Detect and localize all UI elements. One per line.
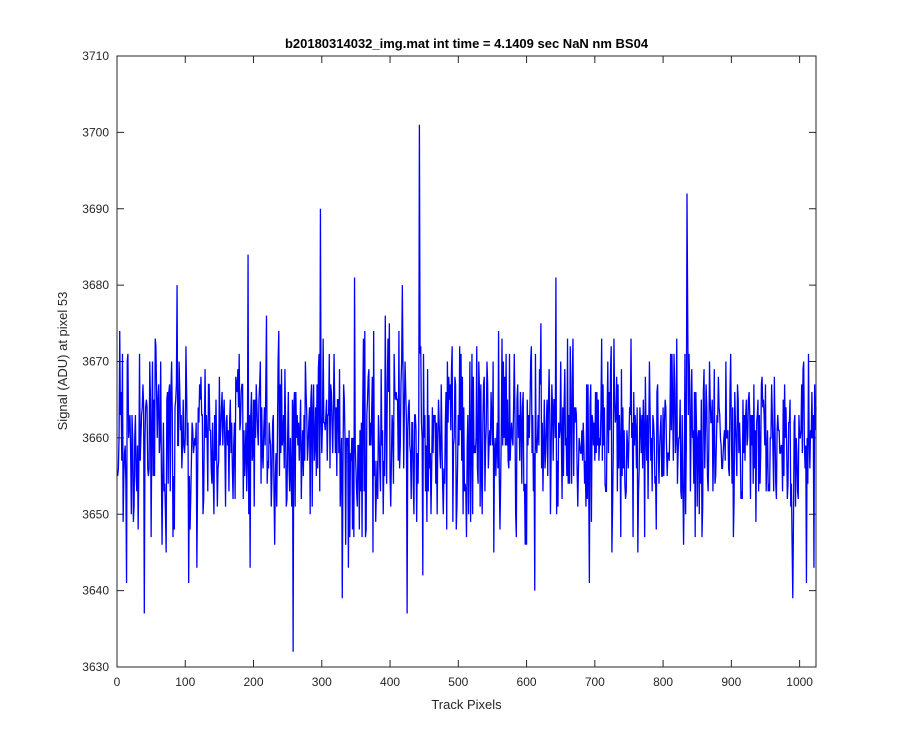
x-axis-ticks: 0 100 200 300 400 500 600 700 800 900 1000: [114, 56, 813, 689]
x-tick-label: 400: [380, 675, 400, 689]
x-axis-label: Track Pixels: [431, 697, 502, 712]
y-tick-label: 3660: [82, 431, 109, 445]
x-tick-label: 800: [653, 675, 673, 689]
plot-background: [117, 56, 816, 667]
x-tick-label: 900: [721, 675, 741, 689]
x-tick-label: 100: [175, 675, 195, 689]
y-tick-label: 3640: [82, 584, 109, 598]
y-tick-label: 3680: [82, 278, 109, 292]
x-tick-label: 300: [312, 675, 332, 689]
y-tick-label: 3670: [82, 355, 109, 369]
series-line: [117, 124, 817, 652]
y-tick-label: 3650: [82, 507, 109, 521]
x-tick-label: 0: [114, 675, 121, 689]
y-tick-label: 3710: [82, 49, 109, 63]
y-tick-label: 3690: [82, 202, 109, 216]
y-axis-label: Signal (ADU) at pixel 53: [55, 292, 70, 431]
plot-frame: [116, 55, 817, 668]
x-tick-label: 500: [448, 675, 468, 689]
y-tick-label: 3700: [82, 125, 109, 139]
x-tick-label: 700: [585, 675, 605, 689]
x-tick-label: 200: [244, 675, 264, 689]
y-tick-label: 3630: [82, 660, 109, 674]
x-tick-label: 1000: [786, 675, 813, 689]
y-axis-ticks: 3630 3640 3650 3660 3670 3680 3690 3700 3710: [82, 49, 816, 674]
x-tick-label: 600: [517, 675, 537, 689]
chart-title: b20180314032_img.mat int time = 4.1409 s…: [285, 36, 649, 51]
